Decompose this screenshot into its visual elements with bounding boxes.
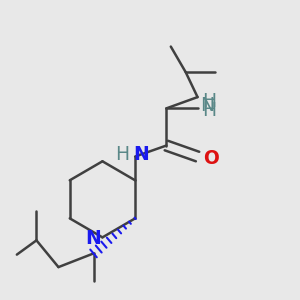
Text: H: H (202, 101, 217, 120)
Text: H: H (115, 145, 129, 164)
Text: N: N (200, 96, 215, 115)
Text: H: H (202, 92, 217, 111)
Text: N: N (133, 145, 148, 164)
Text: O: O (203, 149, 219, 168)
Text: N: N (86, 229, 101, 248)
